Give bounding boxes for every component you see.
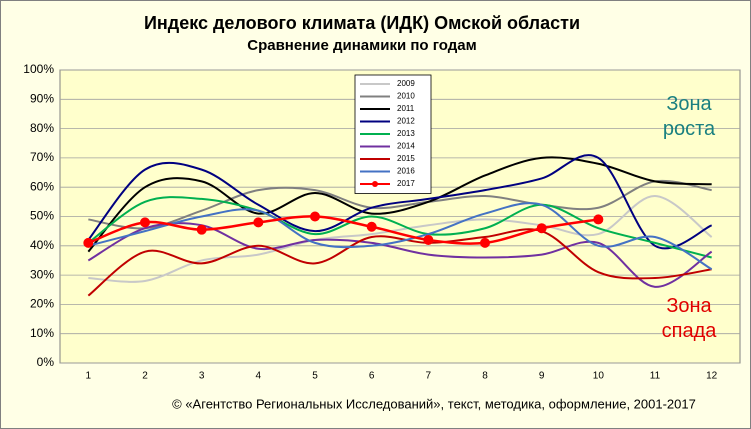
point-marker: [253, 217, 264, 228]
chart-subtitle: Сравнение динамики по годам: [247, 37, 476, 54]
y-tick-label: 0%: [37, 355, 55, 369]
annotation-line: роста: [663, 118, 716, 140]
footer: © «Агентство Региональных Исследований»,…: [172, 396, 696, 411]
point-marker: [310, 211, 320, 222]
x-tick-label: 10: [593, 371, 605, 382]
point-marker: [140, 217, 150, 228]
x-tick-label: 2: [142, 371, 148, 382]
y-tick-label: 30%: [30, 267, 54, 281]
series-line: [87, 228, 712, 297]
x-tick-label: 4: [256, 371, 262, 382]
legend-label: 2011: [397, 104, 415, 113]
legend-label: 2013: [397, 129, 415, 138]
x-tick-label: 5: [312, 371, 318, 382]
y-tick-label: 20%: [30, 297, 54, 311]
point-marker: [536, 223, 547, 234]
legend-marker: [372, 181, 378, 187]
annotation-line: Зона: [666, 295, 712, 317]
annotation: Зона спада: [662, 295, 718, 342]
legend-label: 2009: [397, 79, 415, 88]
y-tick-label: 90%: [30, 91, 54, 105]
y-tick-label: 40%: [30, 238, 54, 252]
point-marker: [593, 214, 604, 225]
y-tick-label: 70%: [30, 150, 54, 164]
legend-label: 2014: [397, 142, 415, 151]
series-line: [87, 156, 712, 253]
legend-label: 2015: [397, 154, 415, 163]
legend-label: 2016: [397, 167, 415, 176]
legend-label: 2010: [397, 92, 415, 101]
x-tick-label: 6: [369, 371, 375, 382]
y-tick-label: 60%: [30, 179, 54, 193]
series-line: [87, 196, 712, 259]
annotation-line: Зона: [666, 93, 712, 115]
point-marker: [366, 221, 377, 232]
series-line: [87, 154, 713, 250]
point-marker: [83, 237, 94, 248]
legend-label: 2017: [397, 179, 415, 188]
y-tick-label: 80%: [30, 121, 54, 135]
point-marker: [480, 237, 490, 248]
x-tick-label: 12: [706, 371, 718, 382]
chart-title: Индекс делового климата (ИДК) Омской обл…: [144, 13, 580, 33]
annotation: Зона роста: [663, 93, 716, 140]
x-tick-label: 8: [482, 371, 488, 382]
x-tick-label: 3: [199, 371, 205, 382]
series-line: [87, 222, 713, 288]
y-tick-label: 10%: [30, 326, 54, 340]
y-tick-label: 100%: [23, 62, 54, 76]
x-tick-label: 7: [426, 371, 432, 382]
series-line: [88, 202, 713, 271]
series-line: [88, 179, 712, 230]
point-marker: [423, 234, 434, 245]
legend-label: 2012: [397, 117, 415, 126]
y-tick-label: 50%: [30, 209, 54, 223]
point-marker: [196, 224, 207, 235]
x-tick-label: 1: [86, 371, 92, 382]
series-line: [87, 215, 599, 245]
x-tick-label: 11: [650, 371, 661, 382]
annotation-line: спада: [662, 320, 718, 342]
x-tick-label: 9: [539, 371, 545, 382]
